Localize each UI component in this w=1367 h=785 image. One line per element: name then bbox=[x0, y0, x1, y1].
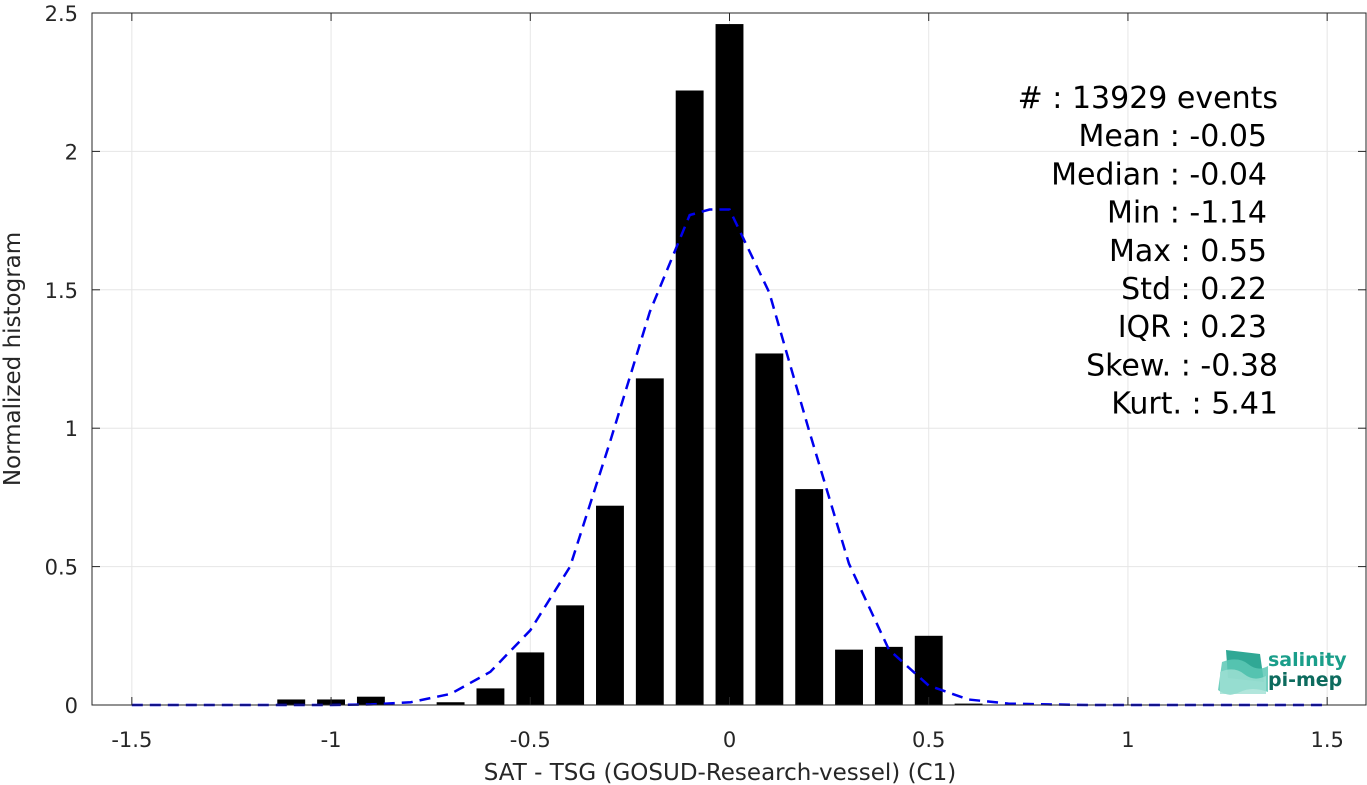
histogram-bar bbox=[715, 24, 744, 705]
stat-line: IQR : 0.23 bbox=[1118, 310, 1267, 345]
y-tick-label: 0 bbox=[65, 694, 78, 718]
histogram-bar bbox=[795, 489, 824, 705]
logo-line2: pi-mep bbox=[1268, 669, 1342, 691]
logo-line1: salinity bbox=[1268, 649, 1347, 671]
histogram-bar bbox=[954, 703, 983, 705]
histogram-bar bbox=[755, 353, 784, 705]
x-tick-label: 0.5 bbox=[912, 728, 945, 752]
histogram-bar bbox=[556, 605, 585, 705]
y-tick-label: 1.5 bbox=[45, 279, 78, 303]
x-tick-label: -0.5 bbox=[510, 728, 551, 752]
histogram-bar bbox=[675, 90, 704, 705]
histogram-bar bbox=[277, 699, 306, 705]
histogram-bar bbox=[516, 652, 545, 705]
histogram-bar bbox=[436, 702, 465, 705]
stat-line: Mean : -0.05 bbox=[1078, 119, 1267, 154]
x-axis-label: SAT - TSG (GOSUD-Research-vessel) (C1) bbox=[484, 760, 956, 785]
stat-line: # : 13929 events bbox=[1018, 81, 1278, 116]
y-tick-label: 2.5 bbox=[45, 2, 78, 26]
x-tick-label: 1.5 bbox=[1310, 728, 1343, 752]
histogram-bars bbox=[277, 24, 983, 705]
stat-line: Kurt. : 5.41 bbox=[1111, 387, 1278, 422]
y-tick-label: 0.5 bbox=[45, 556, 78, 580]
histogram-bar bbox=[874, 646, 903, 705]
salinity-pi-mep-logo: salinity pi-mep bbox=[1218, 649, 1347, 695]
histogram-bar bbox=[635, 378, 664, 705]
y-tick-label: 2 bbox=[65, 140, 78, 164]
x-tick-label: 1 bbox=[1121, 728, 1134, 752]
x-axis-ticks: -1.5 -1 -0.5 0 0.5 1 1.5 bbox=[111, 13, 1344, 752]
histogram-bar bbox=[596, 505, 624, 705]
stat-line: Std : 0.22 bbox=[1121, 272, 1267, 307]
y-tick-label: 1 bbox=[65, 417, 78, 441]
stat-line: Max : 0.55 bbox=[1109, 234, 1267, 269]
stat-line: Skew. : -0.38 bbox=[1086, 348, 1278, 383]
histogram-bar bbox=[835, 649, 863, 705]
histogram-bar bbox=[356, 696, 385, 705]
x-tick-label: -1.5 bbox=[111, 728, 152, 752]
histogram-bar bbox=[914, 635, 943, 705]
y-axis-ticks: 0 0.5 1 1.5 2 2.5 bbox=[45, 2, 1366, 718]
x-tick-label: 0 bbox=[723, 728, 736, 752]
x-tick-label: -1 bbox=[321, 728, 342, 752]
stat-line: Min : -1.14 bbox=[1107, 196, 1267, 231]
y-axis-label: Normalized histogram bbox=[0, 232, 26, 486]
histogram-bar bbox=[476, 688, 505, 705]
stat-line: Median : -0.04 bbox=[1051, 157, 1267, 192]
